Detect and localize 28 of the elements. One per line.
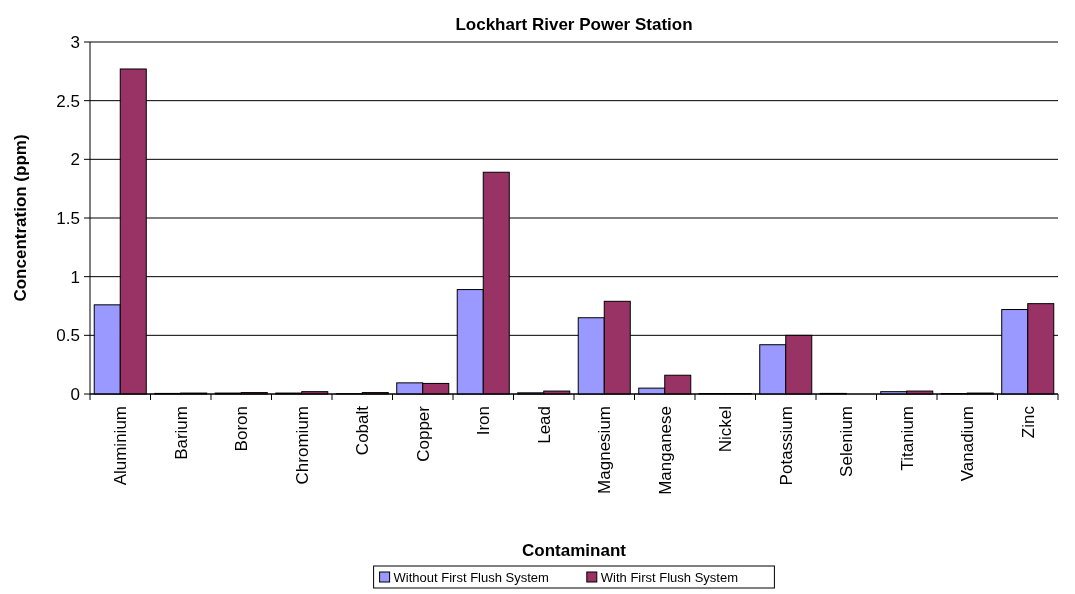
x-tick-label: Selenium [837, 406, 857, 477]
x-tick-label: Lead [534, 406, 554, 444]
y-tick-label: 1 [70, 267, 80, 287]
x-tick-label: Magnesium [595, 406, 615, 494]
x-tick-label: Titanium [897, 406, 917, 471]
legend-label: Without First Flush System [393, 569, 549, 585]
y-tick-label: 0 [70, 384, 80, 404]
x-tick-label: Copper [413, 405, 433, 462]
x-axis-title: Contaminant [522, 541, 627, 560]
y-tick-label: 1.5 [56, 208, 80, 228]
x-tick-label: Boron [232, 406, 252, 452]
x-tick-label: Vanadium [958, 406, 978, 482]
x-tick-label: Iron [474, 406, 494, 436]
x-tick-label: Manganese [655, 406, 675, 495]
legend-label: With First Flush System [600, 569, 739, 585]
x-tick-label: Nickel [716, 406, 736, 453]
y-tick-label: 2.5 [56, 91, 80, 111]
y-tick-label: 2 [70, 150, 80, 170]
x-tick-label: Chromium [292, 406, 312, 485]
y-tick-label: 0.5 [56, 326, 80, 346]
y-axis-title: Concentration (ppm) [11, 134, 30, 302]
x-tick-label: Zinc [1018, 405, 1038, 439]
x-tick-label: Barium [171, 406, 191, 460]
y-tick-label: 3 [70, 32, 80, 52]
x-tick-label: Potassium [776, 406, 796, 486]
x-tick-label: Cobalt [353, 405, 373, 456]
x-tick-label: Aluminium [111, 406, 131, 486]
chart-title: Lockhart River Power Station [455, 15, 693, 34]
